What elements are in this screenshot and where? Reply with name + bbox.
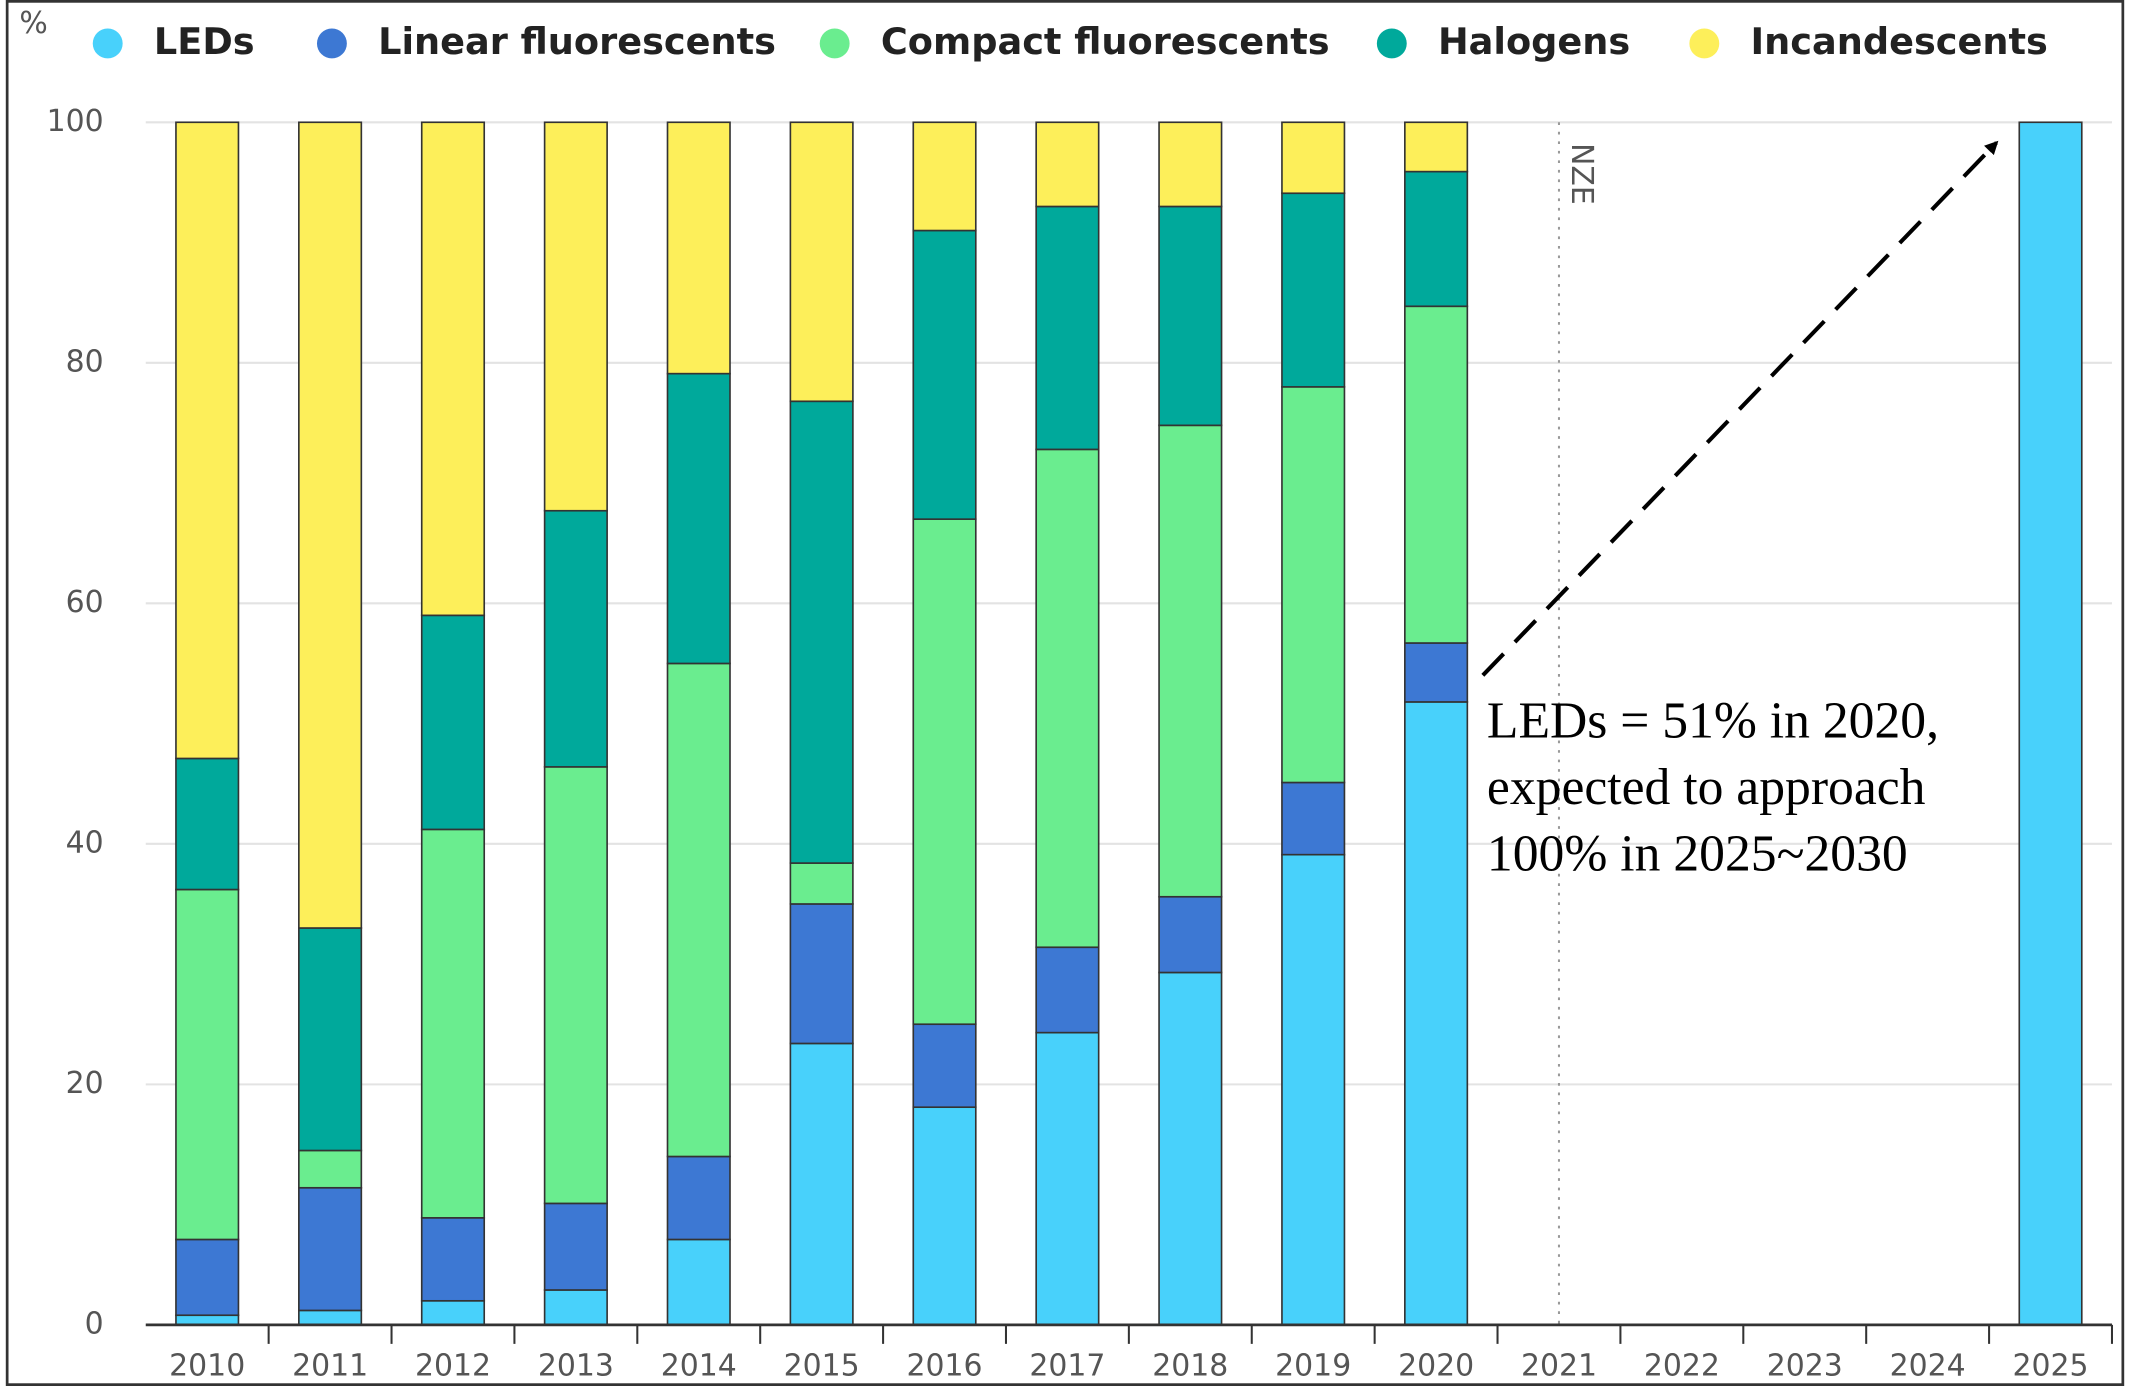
y-tick-label: 60 bbox=[66, 585, 104, 620]
nze-label: NZE bbox=[1564, 143, 1599, 205]
bar-segment bbox=[1281, 121, 1346, 195]
bar-segment bbox=[1158, 205, 1223, 427]
bar-segment bbox=[1404, 305, 1469, 644]
annotation-line: 100% in 2025~2030 bbox=[1487, 826, 1908, 883]
bar-segment bbox=[175, 1314, 240, 1326]
bar-segment bbox=[1035, 121, 1100, 208]
bar-segment bbox=[912, 1106, 977, 1326]
y-unit: % bbox=[19, 6, 47, 41]
annotation-line: LEDs = 51% in 2020, bbox=[1487, 692, 1939, 749]
bar-segment bbox=[1158, 895, 1223, 974]
bar-segment bbox=[1158, 971, 1223, 1326]
x-tick-label: 2021 bbox=[1521, 1348, 1597, 1383]
bar-segment bbox=[1158, 121, 1223, 208]
x-tick-label: 2013 bbox=[538, 1348, 614, 1383]
bar-segment bbox=[1404, 642, 1469, 703]
x-tick-label: 2018 bbox=[1152, 1348, 1228, 1383]
bar-segment bbox=[912, 121, 977, 232]
bar-segment bbox=[420, 828, 486, 1219]
bar-segment bbox=[1404, 701, 1469, 1326]
bar-segment bbox=[789, 1042, 854, 1326]
bar-segment bbox=[789, 862, 854, 905]
bar-segment bbox=[1281, 192, 1346, 388]
legend-swatch bbox=[1689, 28, 1720, 59]
x-tick-label: 2017 bbox=[1029, 1348, 1105, 1383]
bar-segment bbox=[789, 121, 854, 403]
bar-segment bbox=[543, 509, 608, 768]
bar-segment bbox=[666, 121, 731, 375]
bar-segment bbox=[543, 121, 608, 512]
bar-segment bbox=[1281, 781, 1346, 856]
bar-segment bbox=[420, 1299, 486, 1326]
legend-label: LEDs bbox=[154, 20, 255, 63]
frame bbox=[5, 0, 2125, 1386]
bar-segment bbox=[2018, 121, 2083, 1326]
x-tick-label: 2025 bbox=[2013, 1348, 2089, 1383]
bar-segment bbox=[298, 121, 363, 929]
legend-swatch bbox=[1376, 28, 1407, 59]
bar-segment bbox=[912, 1023, 977, 1109]
legend-label: Compact fluorescents bbox=[881, 20, 1330, 63]
y-tick-label: 40 bbox=[66, 825, 104, 860]
bar-segment bbox=[175, 1238, 240, 1317]
bar-segment bbox=[298, 1309, 363, 1326]
legend-swatch bbox=[819, 28, 850, 59]
legend-label: Halogens bbox=[1438, 20, 1630, 63]
bar-segment bbox=[666, 1155, 731, 1241]
bar-segment bbox=[666, 1238, 731, 1326]
bar-segment bbox=[298, 1186, 363, 1312]
bar-segment bbox=[789, 903, 854, 1045]
bar-segment bbox=[1404, 170, 1469, 308]
bar-segment bbox=[420, 1217, 486, 1302]
y-tick-label: 0 bbox=[85, 1306, 104, 1341]
bar-segment bbox=[175, 121, 240, 760]
bar-segment bbox=[1035, 1031, 1100, 1326]
x-tick-label: 2016 bbox=[907, 1348, 983, 1383]
x-tick-label: 2019 bbox=[1275, 1348, 1351, 1383]
x-tick-label: 2014 bbox=[661, 1348, 737, 1383]
bar-segment bbox=[1281, 853, 1346, 1326]
bar-segment bbox=[543, 766, 608, 1205]
x-tick-label: 2020 bbox=[1398, 1348, 1474, 1383]
bar-segment bbox=[1404, 121, 1469, 173]
bar-segment bbox=[420, 121, 486, 617]
bar-segment bbox=[175, 757, 240, 891]
bar-segment bbox=[789, 400, 854, 864]
bar-segment bbox=[912, 229, 977, 520]
bar-segment bbox=[1158, 424, 1223, 898]
y-tick-label: 100 bbox=[47, 104, 104, 139]
x-tick-label: 2012 bbox=[415, 1348, 491, 1383]
legend-swatch bbox=[92, 28, 123, 59]
legend-label: Linear fluorescents bbox=[378, 20, 776, 63]
x-tick-label: 2023 bbox=[1767, 1348, 1843, 1383]
bar-segment bbox=[912, 518, 977, 1026]
y-tick-label: 20 bbox=[66, 1066, 104, 1101]
bar-segment bbox=[175, 888, 240, 1241]
bar-segment bbox=[298, 927, 363, 1152]
bar-segment bbox=[420, 614, 486, 831]
x-tick-label: 2022 bbox=[1644, 1348, 1720, 1383]
y-tick-label: 80 bbox=[66, 344, 104, 379]
legend-label: Incandescents bbox=[1751, 20, 2048, 63]
bar-segment bbox=[1035, 205, 1100, 451]
bar-segment bbox=[543, 1202, 608, 1291]
x-tick-label: 2015 bbox=[784, 1348, 860, 1383]
legend-swatch bbox=[316, 28, 347, 59]
bar-segment bbox=[1035, 946, 1100, 1034]
bar-segment bbox=[1035, 448, 1100, 949]
bar-segment bbox=[1281, 386, 1346, 784]
x-tick-label: 2010 bbox=[169, 1348, 245, 1383]
x-tick-label: 2011 bbox=[292, 1348, 368, 1383]
arrow bbox=[1481, 140, 1999, 677]
bar-segment bbox=[298, 1149, 363, 1189]
bar-segment bbox=[666, 662, 731, 1158]
bar-segment bbox=[666, 372, 731, 665]
x-tick-label: 2024 bbox=[1890, 1348, 1966, 1383]
annotation-line: expected to approach bbox=[1487, 759, 1926, 816]
bar-segment bbox=[543, 1289, 608, 1326]
